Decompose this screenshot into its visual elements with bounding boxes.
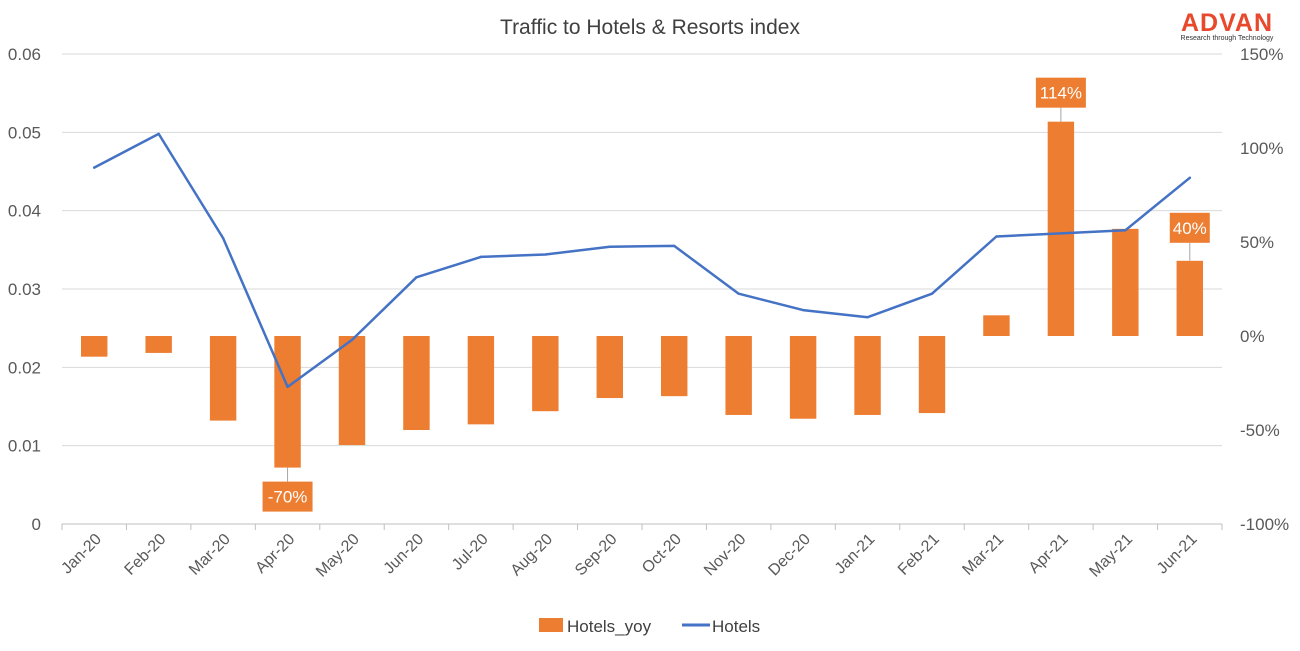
bar-oct-20 <box>661 336 688 397</box>
bar-apr-20 <box>274 336 301 468</box>
left-axis-tick-label: 0.02 <box>8 358 41 377</box>
line-point-may-20 <box>350 338 354 342</box>
line-point-mar-21 <box>995 235 998 238</box>
left-axis-tick-label: 0.01 <box>8 437 41 456</box>
x-axis-tick-label: Jun-20 <box>381 531 428 578</box>
line-point-jan-20 <box>93 166 96 169</box>
x-axis-tick-label: May-20 <box>313 531 363 581</box>
left-axis-tick-label: 0.04 <box>8 202 41 221</box>
bar-may-20 <box>338 336 366 446</box>
bar-mar-21 <box>983 315 1010 336</box>
left-axis: 0 0.01 0.02 0.03 0.04 0.05 0.06 <box>8 45 41 534</box>
bar-feb-21 <box>918 336 946 414</box>
line-point-apr-20 <box>286 385 289 389</box>
x-axis-tick-label: Jan-21 <box>832 531 879 578</box>
data-label-jun-21-box <box>1169 212 1210 243</box>
x-axis-tick-label: Dec-20 <box>765 531 814 580</box>
legend-swatch-hotels-yoy <box>539 618 563 632</box>
left-axis-tick-label: 0.06 <box>8 45 41 64</box>
data-label-apr-21-box <box>1035 77 1086 108</box>
x-axis-tick-label: Jul-20 <box>449 531 492 574</box>
line-point-jan-21 <box>866 316 869 319</box>
bar-jun-21 <box>1176 260 1203 336</box>
line-point-feb-20 <box>157 132 160 136</box>
bar-may-21 <box>1112 228 1139 336</box>
right-axis-tick-label: 100% <box>1240 139 1283 158</box>
bar-nov-20 <box>725 336 752 415</box>
x-axis-tick-label: Apr-20 <box>252 531 298 577</box>
hotels-line <box>92 132 1192 389</box>
right-axis-tick-label: 0% <box>1240 327 1265 346</box>
brand-logo-text: ADVAN <box>1181 9 1273 37</box>
legend-label-hotels-yoy: Hotels_yoy <box>567 617 652 636</box>
bar-apr-21 <box>1047 121 1075 337</box>
data-label-jun-21: 40% <box>1173 219 1207 238</box>
line-series-hotels <box>92 132 1192 389</box>
x-axis: Jan-20 Feb-20 Mar-20 Apr-20 May-20 Jun-20 Jul-… <box>58 523 1223 581</box>
line-point-apr-21 <box>1059 232 1063 235</box>
left-axis-tick-label: 0 <box>32 515 41 534</box>
right-axis-tick-label: 150% <box>1240 45 1283 64</box>
data-label-apr-20-box <box>262 481 313 512</box>
data-label-apr-20: -70% <box>268 488 308 507</box>
x-axis-tick-label: Mar-20 <box>186 531 234 579</box>
bar-aug-20 <box>532 336 559 412</box>
bar-dec-20 <box>789 336 817 419</box>
bar-jul-20 <box>467 336 495 425</box>
x-axis-tick-label: Jan-20 <box>58 531 105 578</box>
gridlines <box>62 53 1222 447</box>
line-point-jul-20 <box>479 255 483 259</box>
x-axis-tick-label: Nov-20 <box>701 531 750 580</box>
brand-tagline: Research through Technology <box>1181 35 1274 42</box>
x-axis-tick-label: Oct-20 <box>639 531 685 577</box>
bar-jan-21 <box>854 336 881 415</box>
legend-label-hotels: Hotels <box>712 617 760 636</box>
left-axis-tick-label: 0.05 <box>8 123 41 142</box>
x-axis-tick-label: Aug-20 <box>508 531 557 580</box>
bar-series-hotels-yoy <box>81 121 1203 468</box>
left-axis-tick-label: 0.03 <box>8 280 41 299</box>
x-axis-tick-label: Sep-20 <box>572 531 621 580</box>
bar-jan-20 <box>81 336 108 357</box>
x-axis-tick-label: Apr-21 <box>1026 531 1072 577</box>
right-axis-tick-label: -50% <box>1240 421 1280 440</box>
line-point-sep-20 <box>608 245 611 248</box>
line-point-aug-20 <box>544 253 547 256</box>
line-point-may-21 <box>1124 229 1127 232</box>
line-point-feb-21 <box>930 292 934 295</box>
bar-mar-20 <box>209 336 237 421</box>
data-label-apr-21: 114% <box>1040 84 1082 103</box>
right-axis-tick-label: 50% <box>1240 233 1274 252</box>
x-axis-tick-label: May-21 <box>1086 531 1136 581</box>
chart-title: Traffic to Hotels & Resorts index <box>500 16 800 39</box>
x-axis-tick-label: Mar-21 <box>959 531 1007 579</box>
line-point-nov-20 <box>737 292 740 295</box>
x-axis-tick-label: Feb-20 <box>122 531 170 579</box>
line-point-mar-20 <box>221 236 225 240</box>
line-point-jun-20 <box>415 276 418 279</box>
line-point-jun-21 <box>1188 176 1191 179</box>
x-axis-tick-label: Jun-21 <box>1154 531 1201 578</box>
right-axis: -100% -50% 0% 50% 100% 150% <box>1240 45 1289 534</box>
legend: Hotels_yoy Hotels <box>539 617 760 636</box>
bar-sep-20 <box>596 336 623 399</box>
line-point-oct-20 <box>673 244 676 248</box>
bar-jun-20 <box>403 336 430 430</box>
bar-feb-20 <box>145 336 172 353</box>
x-axis-tick-label: Feb-21 <box>895 531 943 579</box>
brand-logo: ADVAN Research through Technology <box>1181 9 1274 42</box>
right-axis-tick-label: -100% <box>1240 515 1289 534</box>
data-labels: -70% 114% 40% <box>262 77 1210 512</box>
line-point-dec-20 <box>801 308 805 312</box>
